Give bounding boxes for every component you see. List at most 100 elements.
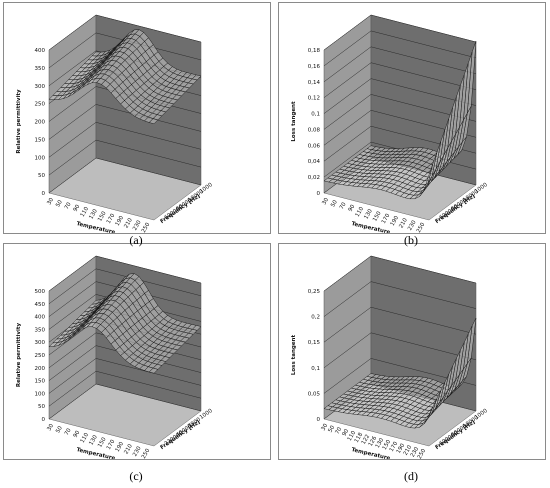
y-tick-label: 0,1 [311,112,320,118]
gridline [323,110,477,146]
x-tick-label: 190 [115,215,126,228]
gridline [323,358,477,394]
x-tick-label: 210 [123,217,134,230]
gridline [48,14,202,51]
caption-b: (b) [404,233,418,247]
y-tick-label: 300 [35,340,46,346]
y-axis-label: Loss tangent [291,101,297,142]
caption-c: (c) [129,469,143,483]
x-tick-label: 30 [46,197,55,206]
x-tick-label: 118 [354,431,365,444]
y-tick-label: 200 [35,366,46,372]
gridline [48,255,202,292]
gridline [48,358,202,394]
x-tick-label: 130 [88,434,99,447]
y-tick-label: 0 [317,191,321,197]
y-tick-label: 0,08 [308,127,321,133]
x-tick-label: 250 [416,221,427,233]
y-tick-label: 100 [35,155,46,161]
x-tick-label: 70 [64,201,73,210]
x-tick-label: 130 [375,437,386,450]
x-axis-label: Temperature [76,221,116,233]
gridline [323,62,477,98]
x-tick-label: 130 [363,208,374,221]
gridline [48,268,202,305]
x-tick-label: 110 [355,206,366,219]
x-tick-label: 126 [368,435,379,448]
y-tick-label: 400 [35,48,46,54]
gridline [48,104,202,140]
x-tick-label: 150 [97,436,108,449]
y-tick-label: 350 [35,327,46,333]
caption-a: (a) [129,233,143,247]
chart-panel-c: 0 50 100 150 200 250 300 350 400 450 500 Relative p… [3,243,271,460]
x-tick-label: 90 [73,429,82,438]
y-tick-label: 350 [35,66,46,72]
x-tick-label: 70 [339,201,348,210]
y-tick-label: 400 [35,315,46,321]
x-tick-label: 50 [330,199,339,208]
x-tick-label: 250 [141,221,152,233]
x-tick-label: 110 [80,432,91,445]
x-tick-label: 90 [73,203,82,212]
y-tick-label: 0,2 [311,315,320,321]
surface-chart-svg: 0 0,02 0,04 0,06 0,08 0,1 0,12 0,14 0,16 0,18 Loss… [291,14,489,233]
x-tick-label: 170 [381,212,392,225]
y-tick-label: 0,06 [308,143,321,149]
y-tick-label: 0,05 [308,391,321,397]
y-tick-label: 250 [35,102,46,108]
y-tick-label: 0,04 [308,159,321,165]
x-axis-label: Temperature [76,447,116,459]
x-tick-label: 230 [410,446,421,459]
y-tick-label: 500 [35,289,46,295]
y-tick-label: 0,16 [308,64,321,70]
y-tick-label: 150 [35,379,46,385]
gridline [48,32,202,69]
x-tick-label: 90 [342,428,351,437]
x-tick-label: 190 [115,441,126,454]
x-tick-label: 210 [398,217,409,230]
surface-chart-svg: 0 50 100 150 200 250 300 350 400 450 500 Relative p… [16,255,214,459]
surface-chart-svg: 0 50 100 150 200 250 300 350 400 Relative permitt… [16,14,214,233]
x-tick-label: 90 [348,203,357,212]
x-tick-label: 170 [106,438,117,451]
x-tick-label: 50 [328,424,337,433]
gridline [48,294,202,330]
x-tick-label: 130 [88,208,99,221]
surface-mesh [48,273,202,374]
y-axis-label: Relative permittivity [16,323,22,388]
y-tick-label: 0,15 [308,340,321,346]
gridline [48,383,202,420]
x-tick-label: 170 [389,440,400,453]
gridline [323,30,477,67]
x-tick-label: 230 [407,219,418,232]
x-axis-label: Temperature [351,221,391,233]
x-tick-label: 190 [390,215,401,228]
y-axis-label: Loss tangent [291,335,297,376]
gridline [323,94,477,130]
x-tick-label: 170 [106,212,117,225]
y-tick-label: 200 [35,120,46,126]
x-tick-label: 230 [132,219,143,232]
y-tick-label: 0,02 [308,175,320,181]
gridline [48,157,202,194]
x-tick-label: 250 [417,448,428,459]
y-tick-label: 150 [35,137,46,143]
gridline [323,14,477,51]
chart-panel-a: 0 50 100 150 200 250 300 350 400 Relative permitt… [3,2,271,234]
y-tick-label: 0,25 [308,289,321,295]
y-tick-label: 100 [35,391,46,397]
y-tick-label: 450 [35,302,46,308]
y-tick-label: 0,14 [308,80,321,86]
surface-cell [148,118,159,125]
x-tick-label: 50 [55,425,64,434]
x-tick-label: 210 [403,444,414,457]
y-tick-label: 0 [42,191,46,197]
y-tick-label: 50 [38,173,45,179]
x-tick-label: 210 [123,443,134,456]
surface-cell [148,367,159,374]
surface-mesh [323,40,477,200]
y-tick-label: 0 [42,417,46,423]
x-tick-label: 190 [396,442,407,455]
x-tick-label: 70 [64,427,73,436]
